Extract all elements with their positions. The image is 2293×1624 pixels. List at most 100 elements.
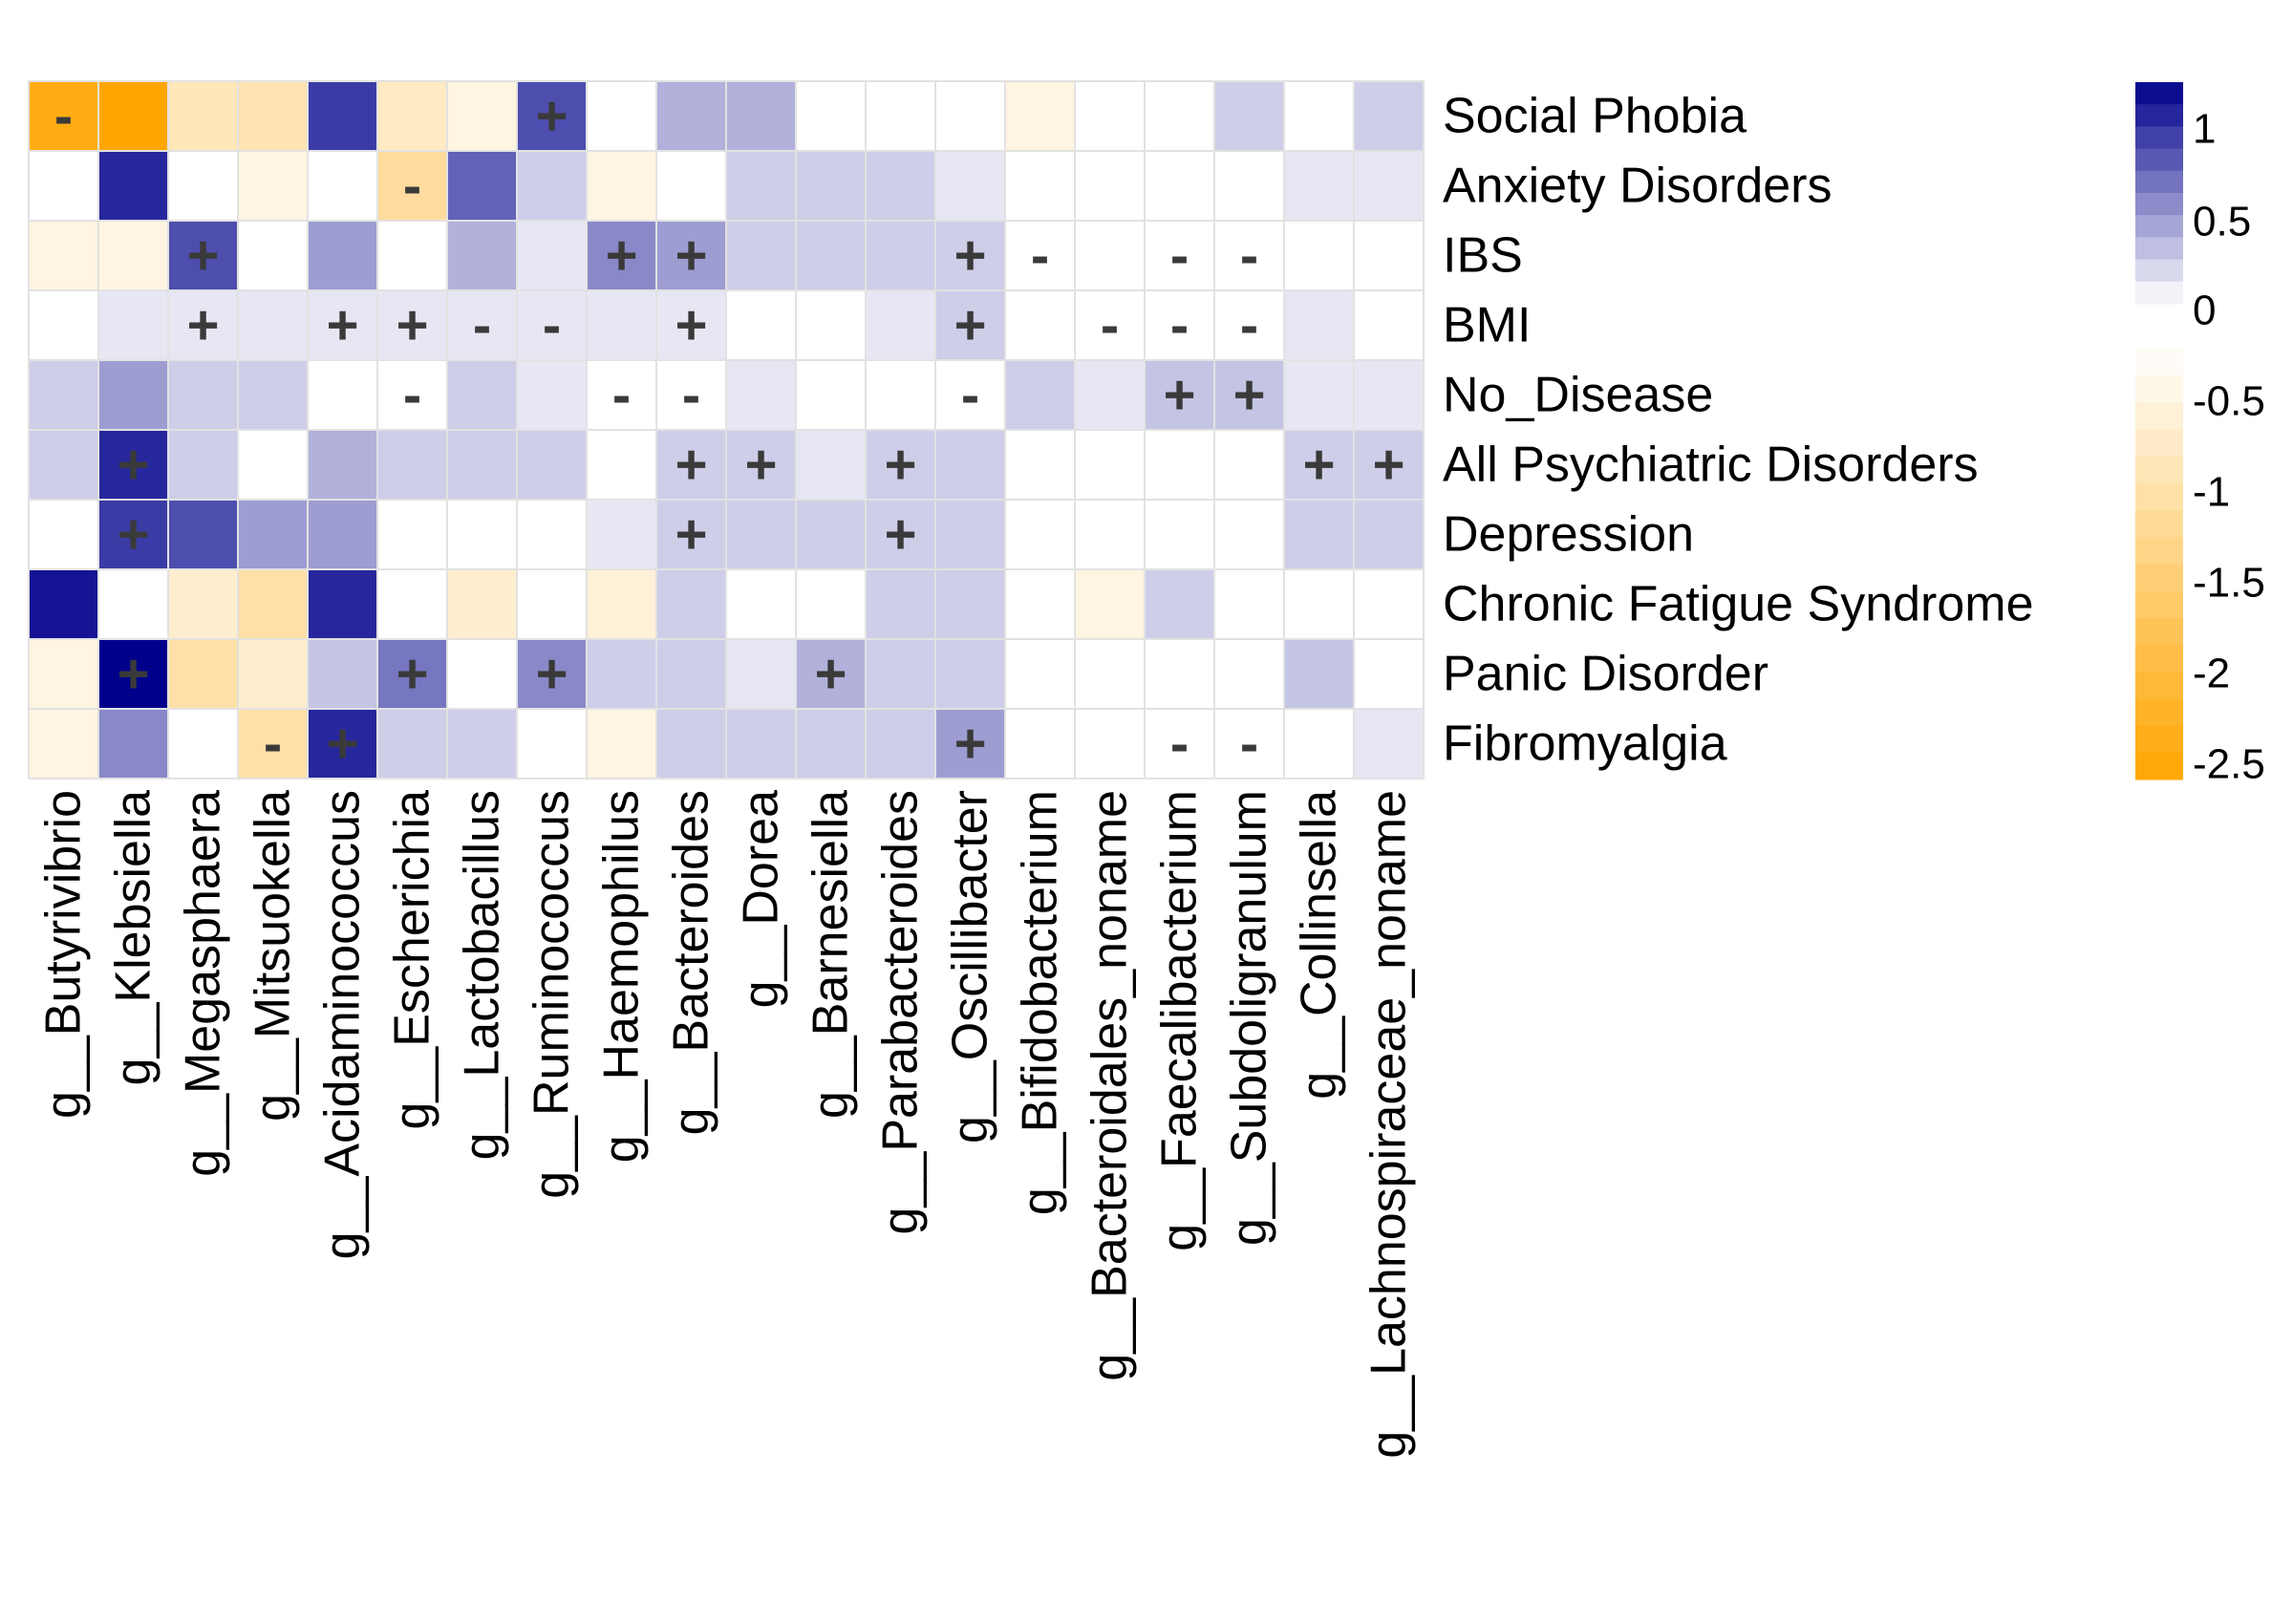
heatmap-cell [655, 220, 727, 291]
heatmap-cell [1004, 429, 1076, 501]
heatmap-cell [1004, 150, 1076, 222]
significance-marker: + [745, 434, 778, 496]
heatmap-cell [307, 220, 378, 291]
heatmap-cell [795, 220, 867, 291]
heatmap-cell [586, 499, 657, 570]
heatmap-cell [655, 150, 727, 222]
heatmap-cell [586, 80, 657, 152]
row-label: No_Disease [1443, 368, 1713, 423]
column-label: g__Klebsiella [106, 790, 161, 1085]
heatmap-cell [516, 220, 588, 291]
heatmap-cell [1353, 499, 1425, 570]
heatmap-cell [1283, 638, 1355, 710]
heatmap-cell [795, 359, 867, 431]
row-label: Panic Disorder [1443, 647, 1768, 702]
significance-marker: + [118, 643, 150, 705]
heatmap-cell [97, 289, 169, 361]
column-label: g__Acidaminococcus [315, 790, 371, 1259]
legend-swatch-negative [2135, 617, 2183, 646]
heatmap-cell [795, 708, 867, 780]
heatmap-cell [376, 429, 448, 501]
legend-swatch-negative [2135, 590, 2183, 619]
heatmap-cell [865, 638, 936, 710]
significance-marker: - [612, 364, 631, 426]
heatmap-cell [516, 359, 588, 431]
heatmap-cell [934, 150, 1006, 222]
heatmap-cell [1353, 359, 1425, 431]
heatmap-cell [516, 150, 588, 222]
column-label: g__Oscillibacter [943, 790, 998, 1143]
heatmap-cell [586, 708, 657, 780]
heatmap-cell [516, 429, 588, 501]
legend-swatch-negative [2135, 725, 2183, 754]
significance-marker: + [675, 294, 708, 356]
legend-swatch-positive [2135, 148, 2183, 172]
row-label: Anxiety Disorders [1443, 159, 1832, 214]
heatmap-cell [1004, 289, 1076, 361]
heatmap-cell [725, 220, 797, 291]
heatmap-cell [97, 638, 169, 710]
heatmap-cell [446, 568, 518, 640]
legend-tick-label: 1 [2193, 106, 2216, 153]
heatmap-cell [934, 80, 1006, 152]
heatmap-cell [1144, 499, 1215, 570]
heatmap-cell [28, 429, 99, 501]
significance-marker: - [1240, 713, 1258, 775]
heatmap-cell [1213, 220, 1285, 291]
heatmap-cell [167, 708, 239, 780]
heatmap-cell [1074, 220, 1146, 291]
heatmap-cell [1353, 638, 1425, 710]
significance-marker: + [954, 294, 987, 356]
significance-marker: - [1170, 713, 1189, 775]
heatmap-cell [1074, 429, 1146, 501]
column-label: g__Collinsella [1292, 790, 1347, 1100]
heatmap-cell [1004, 638, 1076, 710]
significance-marker: - [1240, 224, 1258, 287]
heatmap-cell [865, 708, 936, 780]
heatmap-cell [1353, 708, 1425, 780]
heatmap-cell [446, 429, 518, 501]
significance-marker: + [675, 434, 708, 496]
heatmap-cell [1004, 80, 1076, 152]
column-label: g__Ruminococcus [525, 790, 580, 1199]
column-label: g__Escherichia [385, 790, 440, 1130]
heatmap-cell [1353, 150, 1425, 222]
heatmap-cell [1144, 568, 1215, 640]
heatmap-cell [725, 80, 797, 152]
heatmap-cell [167, 429, 239, 501]
column-label: g__Parabacteroides [873, 790, 929, 1234]
heatmap-cell [376, 220, 448, 291]
significance-marker: + [1373, 434, 1405, 496]
significance-marker: - [543, 294, 561, 356]
legend-swatch-positive [2135, 259, 2183, 283]
heatmap-cell [655, 359, 727, 431]
heatmap-cell [307, 499, 378, 570]
heatmap-cell [1074, 638, 1146, 710]
heatmap-cell [446, 150, 518, 222]
significance-marker: - [264, 713, 282, 775]
column-labels: g__Butyrivibrio g__Klebsiella g__Megasphae… [36, 790, 1417, 1459]
legend-swatch-positive [2135, 82, 2183, 105]
heatmap-cell [307, 429, 378, 501]
heatmap-cell [1213, 80, 1285, 152]
significance-marker: + [187, 294, 220, 356]
heatmap-cell [1144, 150, 1215, 222]
heatmap-cell [1283, 359, 1355, 431]
column-label: g__Bifidobacterium [1013, 790, 1068, 1215]
significance-marker: + [327, 713, 359, 775]
significance-marker: + [396, 294, 429, 356]
heatmap-cell [1213, 289, 1285, 361]
heatmap-cell [586, 429, 657, 501]
legend-swatch-positive [2135, 215, 2183, 238]
heatmap-cell [97, 429, 169, 501]
significance-marker: - [1031, 224, 1049, 287]
legend-swatch-negative [2135, 402, 2183, 431]
heatmap-cell [97, 150, 169, 222]
row-label: Chronic Fatigue Syndrome [1443, 577, 2034, 632]
significance-marker: - [1101, 294, 1119, 356]
column-label: g__Bacteroidales_noname [1082, 790, 1138, 1381]
heatmap-cell [725, 638, 797, 710]
heatmap-cell [28, 80, 99, 152]
heatmap-cell [237, 568, 309, 640]
heatmap-cell [1144, 80, 1215, 152]
